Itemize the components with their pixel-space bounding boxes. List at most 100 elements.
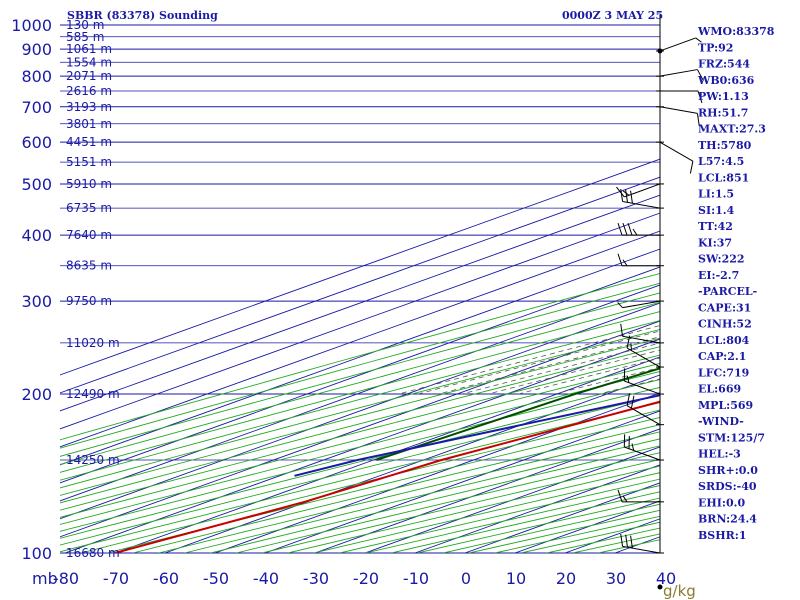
isotherm-line bbox=[364, 446, 660, 553]
pressure-unit-label: mb bbox=[32, 569, 58, 588]
dry-adiabat bbox=[572, 533, 660, 553]
index-value: TT:42 bbox=[698, 220, 733, 233]
temperature-tick-label: -10 bbox=[403, 569, 429, 588]
temperature-profile bbox=[114, 400, 660, 553]
index-value: LI:1.5 bbox=[698, 188, 734, 201]
pressure-tick-label: 500 bbox=[21, 175, 52, 194]
wind-barb-flag bbox=[626, 393, 631, 406]
index-value: LCL:804 bbox=[698, 334, 750, 347]
height-label: 14250 m bbox=[66, 453, 120, 467]
temperature-tick-label: 30 bbox=[606, 569, 626, 588]
wind-barb-flag bbox=[695, 37, 702, 43]
wind-barb-staff bbox=[626, 405, 661, 426]
temperature-tick-label: -50 bbox=[203, 569, 229, 588]
wind-barb-staff bbox=[626, 347, 661, 368]
stability-indices-panel: WMO:83378 TP:92 FRZ:544 WB0:636 PW:1.13 RH:51… bbox=[697, 25, 775, 542]
isotherm-line bbox=[60, 248, 660, 466]
index-value: L57:4.5 bbox=[698, 155, 744, 168]
height-label: 130 m bbox=[66, 18, 104, 32]
dry-adiabat bbox=[60, 272, 660, 441]
pressure-tick-label: 100 bbox=[21, 544, 52, 563]
isotherm-line bbox=[564, 518, 660, 553]
wind-barb-staff bbox=[659, 141, 694, 162]
wind-barb-flag bbox=[622, 222, 628, 236]
index-value: SHR+:0.0 bbox=[698, 464, 758, 477]
wind-calm-marker bbox=[657, 48, 663, 54]
wind-barb-flag bbox=[617, 302, 623, 309]
dry-adiabat bbox=[60, 311, 660, 473]
wind-barb-flag bbox=[626, 375, 630, 383]
height-label: 3801 m bbox=[66, 117, 112, 131]
wind-barb-staff bbox=[624, 380, 661, 395]
height-label: 3193 m bbox=[66, 100, 112, 114]
height-label: 7640 m bbox=[66, 228, 112, 242]
wind-barb-flag bbox=[617, 222, 623, 236]
index-value: CAP:2.1 bbox=[698, 350, 746, 363]
height-label: 585 m bbox=[66, 30, 104, 44]
sounding-profiles bbox=[114, 367, 660, 553]
height-label: 2616 m bbox=[66, 84, 112, 98]
height-label: 11020 m bbox=[66, 336, 120, 350]
index-value: EHI:0.0 bbox=[698, 496, 745, 509]
mixing-ratio-labels: 0.10.20.61.02.03.05.010.020.040.0g/kg bbox=[663, 582, 696, 600]
index-value: -WIND- bbox=[698, 415, 744, 428]
wind-barb-staff bbox=[622, 201, 661, 209]
index-value: BRN:24.4 bbox=[698, 513, 757, 526]
temperature-tick-labels: mb-80 -70 -60 -50 -40 -30 -20 -10 0 10 20 30 40 bbox=[32, 569, 676, 588]
index-value: CINH:52 bbox=[698, 318, 752, 331]
height-label: 4451 m bbox=[66, 135, 112, 149]
temperature-tick-label: 0 bbox=[461, 569, 471, 588]
isotherm-line bbox=[60, 230, 660, 448]
index-value: HEL:-3 bbox=[698, 448, 741, 461]
height-label: 6735 m bbox=[66, 201, 112, 215]
dry-adiabat bbox=[60, 320, 660, 481]
dry-adiabat bbox=[60, 301, 660, 465]
wind-barb-flag bbox=[617, 489, 623, 502]
height-label: 1554 m bbox=[66, 55, 112, 69]
isotherm-line bbox=[60, 158, 660, 376]
isotherm-line bbox=[60, 284, 660, 502]
index-value: -PARCEL- bbox=[698, 285, 757, 298]
height-label: 5151 m bbox=[66, 155, 112, 169]
temperature-tick-label: -40 bbox=[253, 569, 279, 588]
index-value: BSHR:1 bbox=[698, 529, 747, 542]
isotherm-line bbox=[264, 410, 660, 553]
temperature-tick-label: 20 bbox=[556, 569, 576, 588]
pressure-tick-label: 400 bbox=[21, 226, 52, 245]
wind-barb-flag bbox=[620, 533, 624, 547]
wind-barb-flag bbox=[697, 90, 703, 104]
index-value: CAPE:31 bbox=[698, 301, 751, 314]
temperature-tick-label: 40 bbox=[656, 569, 676, 588]
isotherm-line bbox=[114, 356, 660, 553]
wind-barb-flag bbox=[622, 190, 630, 196]
index-value: KI:37 bbox=[698, 236, 732, 249]
dry-adiabat bbox=[60, 328, 660, 489]
index-value: EI:-2.7 bbox=[698, 269, 739, 282]
index-value: PW:1.13 bbox=[698, 90, 749, 103]
pressure-tick-label: 1000 bbox=[11, 16, 52, 35]
index-value: TH:5780 bbox=[698, 139, 752, 152]
index-value: SW:222 bbox=[698, 253, 745, 266]
height-labels: 16680 m 14250 m 12490 m 11020 m 9750 m 8635 m… bbox=[66, 18, 120, 560]
index-value: MAXT:27.3 bbox=[698, 123, 766, 136]
isotherm-line bbox=[60, 212, 660, 430]
dry-adiabat bbox=[80, 409, 660, 553]
wind-barb-flag bbox=[617, 253, 623, 266]
temperature-tick-label: -20 bbox=[353, 569, 379, 588]
isotherm-lines bbox=[60, 158, 660, 553]
index-value: WB0:636 bbox=[697, 74, 755, 87]
wind-barb-staff bbox=[659, 69, 698, 77]
mixing-ratio-unit: g/kg bbox=[663, 582, 696, 600]
index-value: TP:92 bbox=[698, 41, 733, 54]
temperature-tick-label: -30 bbox=[303, 569, 329, 588]
chart-datetime: 0000Z 3 MAY 25 bbox=[562, 9, 663, 22]
dry-adiabat bbox=[60, 386, 660, 539]
index-value: EL:669 bbox=[698, 383, 741, 396]
wind-barb-flag bbox=[620, 323, 624, 337]
index-value: SI:1.4 bbox=[698, 204, 735, 217]
wind-barb-flag bbox=[622, 495, 628, 503]
index-value: LCL:851 bbox=[698, 171, 749, 184]
height-label: 8635 m bbox=[66, 259, 112, 273]
index-value: RH:51.7 bbox=[698, 106, 748, 119]
